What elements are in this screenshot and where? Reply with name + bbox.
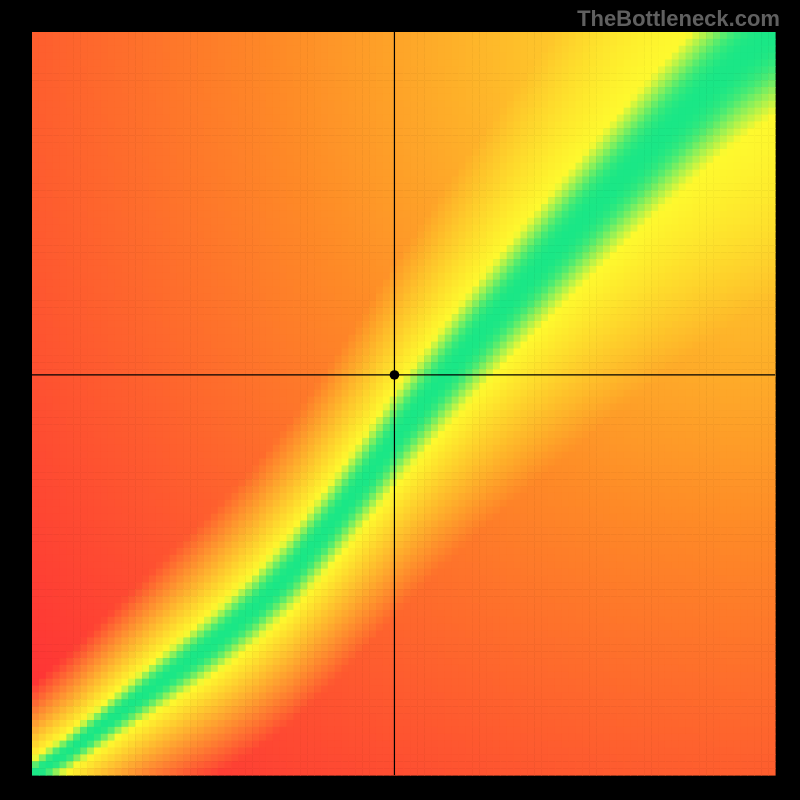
heatmap-canvas bbox=[0, 0, 800, 800]
chart-root: TheBottleneck.com bbox=[0, 0, 800, 800]
heatmap-plot bbox=[0, 0, 800, 800]
